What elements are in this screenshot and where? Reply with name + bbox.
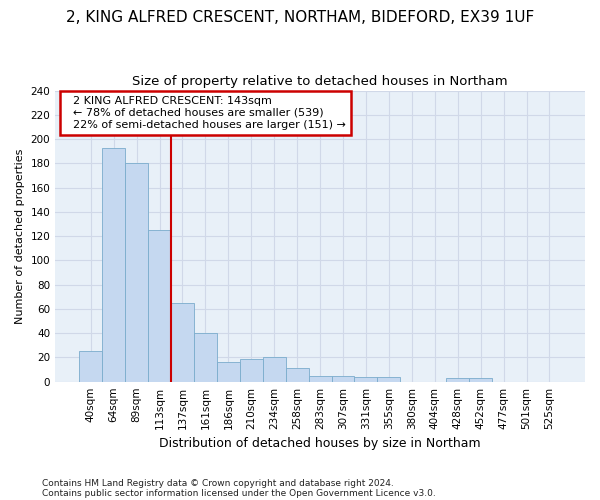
Bar [308, 376, 332, 382]
Bar [217, 362, 240, 382]
Bar [79, 352, 102, 382]
Bar [446, 378, 469, 382]
X-axis label: Distribution of detached houses by size in Northam: Distribution of detached houses by size … [159, 437, 481, 450]
Text: 2 KING ALFRED CRESCENT: 143sqm
  ← 78% of detached houses are smaller (539)
  22: 2 KING ALFRED CRESCENT: 143sqm ← 78% of … [66, 96, 346, 130]
Bar [286, 368, 308, 382]
Bar [102, 148, 125, 382]
Bar [125, 164, 148, 382]
Y-axis label: Number of detached properties: Number of detached properties [15, 148, 25, 324]
Bar [171, 303, 194, 382]
Bar [377, 377, 400, 382]
Bar [148, 230, 171, 382]
Title: Size of property relative to detached houses in Northam: Size of property relative to detached ho… [132, 75, 508, 88]
Bar [332, 376, 355, 382]
Bar [355, 377, 377, 382]
Bar [240, 358, 263, 382]
Text: Contains HM Land Registry data © Crown copyright and database right 2024.: Contains HM Land Registry data © Crown c… [42, 478, 394, 488]
Bar [469, 378, 492, 382]
Text: Contains public sector information licensed under the Open Government Licence v3: Contains public sector information licen… [42, 488, 436, 498]
Bar [194, 333, 217, 382]
Text: 2, KING ALFRED CRESCENT, NORTHAM, BIDEFORD, EX39 1UF: 2, KING ALFRED CRESCENT, NORTHAM, BIDEFO… [66, 10, 534, 25]
Bar [263, 358, 286, 382]
